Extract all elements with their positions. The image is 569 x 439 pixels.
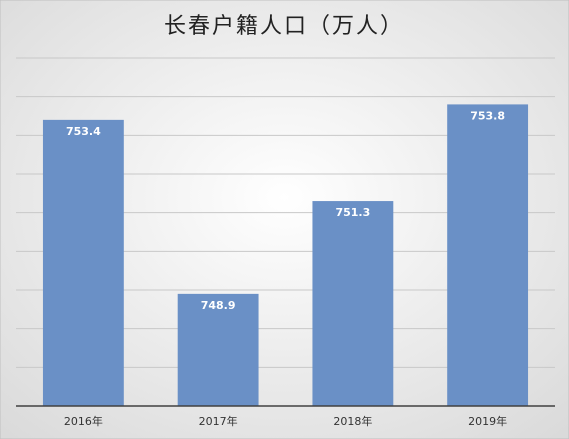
- chart-title: 长春户籍人口（万人）: [164, 14, 404, 39]
- x-tick-label: 2018年: [333, 414, 372, 428]
- bar: [42, 119, 124, 406]
- data-label: 753.4: [66, 125, 101, 138]
- data-label: 748.9: [201, 299, 236, 312]
- x-tick-label: 2016年: [64, 414, 103, 428]
- data-label: 753.8: [470, 109, 505, 122]
- bar: [177, 293, 259, 406]
- bar: [447, 104, 529, 407]
- data-label: 751.3: [335, 206, 370, 219]
- x-tick-label: 2019年: [468, 414, 507, 428]
- x-tick-label: 2017年: [199, 414, 238, 428]
- bar: [312, 201, 394, 406]
